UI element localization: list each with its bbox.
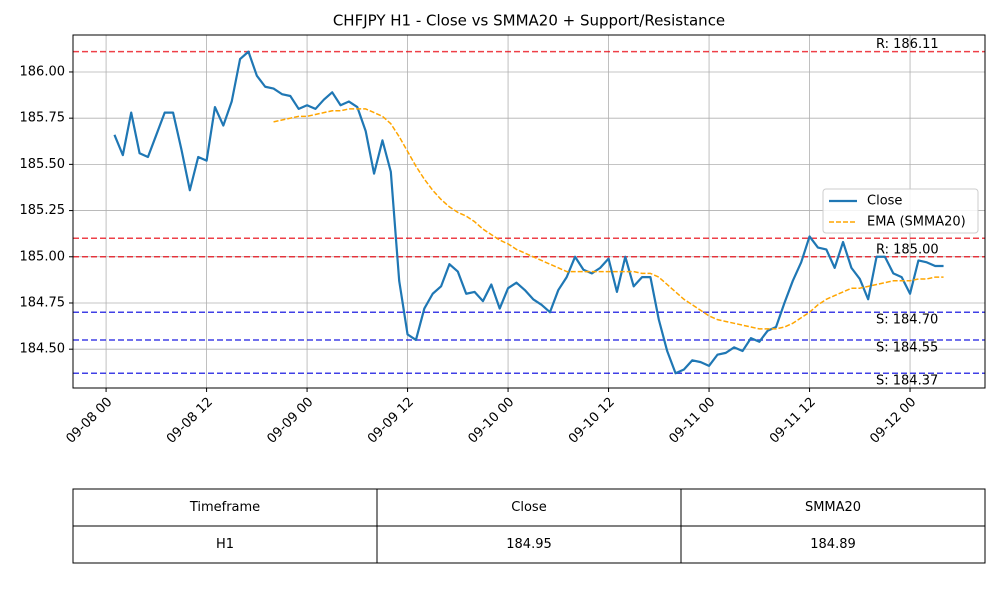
legend-box <box>822 188 979 234</box>
table-cell <box>376 488 682 527</box>
series-line <box>273 108 944 330</box>
legend: Close EMA (SMMA20) <box>822 188 979 234</box>
level-label: S: 184.37 <box>876 374 938 389</box>
series-line <box>113 50 944 375</box>
table-value: H1 <box>216 537 234 552</box>
table-cell <box>376 525 682 564</box>
x-tick-label: 09-11 00 <box>666 395 718 447</box>
legend-label: EMA (SMMA20) <box>867 215 966 230</box>
table-cell <box>72 525 378 564</box>
table-header: Timeframe <box>189 500 260 515</box>
level-label: S: 184.70 <box>876 313 938 328</box>
level-label: S: 184.55 <box>876 340 938 355</box>
y-tick-label: 184.50 <box>20 342 66 357</box>
level-label: R: 185.00 <box>876 242 939 257</box>
y-tick-label: 185.75 <box>20 111 66 126</box>
x-tick-label: 09-08 00 <box>63 395 115 447</box>
table-header: SMMA20 <box>805 500 861 515</box>
x-tick-label: 09-11 12 <box>767 395 819 447</box>
table-header: Close <box>511 500 546 515</box>
level-label: R: 186.11 <box>876 37 939 52</box>
y-tick-label: 185.25 <box>20 203 66 218</box>
y-tick-label: 184.75 <box>20 295 66 310</box>
x-tick-label: 09-10 00 <box>465 395 517 447</box>
table-cell <box>680 525 986 564</box>
x-tick-label: 09-10 12 <box>566 395 618 447</box>
x-tick-label: 09-12 00 <box>867 395 919 447</box>
x-tick-label: 09-09 12 <box>365 395 417 447</box>
x-tick-label: 09-08 12 <box>164 395 216 447</box>
table-cell <box>72 488 378 527</box>
y-tick-label: 186.00 <box>20 64 66 79</box>
legend-label: Close <box>867 194 902 209</box>
plot-frame <box>72 34 986 389</box>
y-tick-label: 185.00 <box>20 249 66 264</box>
chart-title: CHFJPY H1 - Close vs SMMA20 + Support/Re… <box>333 12 725 30</box>
y-tick-label: 185.50 <box>20 157 66 172</box>
table-cell <box>680 488 986 527</box>
table-value: 184.95 <box>506 537 552 552</box>
x-tick-label: 09-09 00 <box>264 395 316 447</box>
table-value: 184.89 <box>810 537 856 552</box>
